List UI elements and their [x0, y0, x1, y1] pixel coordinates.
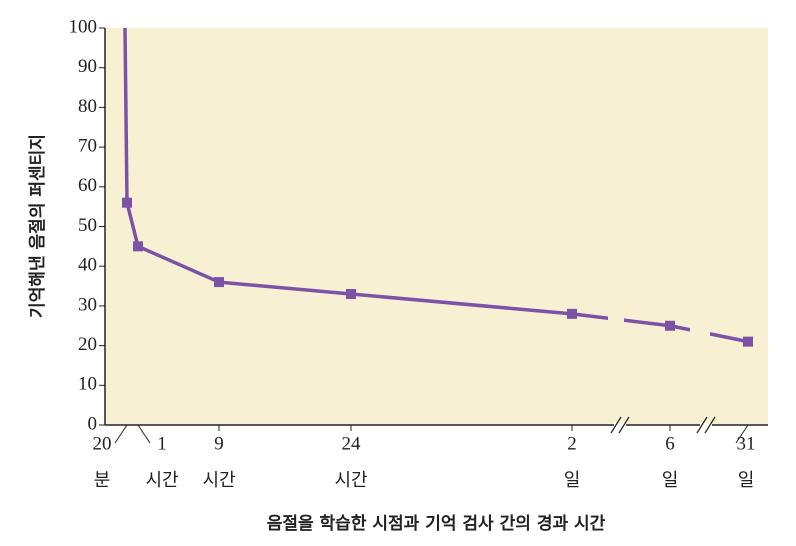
y-tick-label: 10 — [78, 374, 97, 395]
plot-area — [105, 28, 768, 425]
x-tick-label: 6 — [665, 433, 675, 454]
axis-break — [610, 416, 622, 434]
line-break — [608, 278, 624, 358]
x-tick-label: 31 — [737, 433, 756, 454]
y-tick-label: 80 — [78, 96, 97, 117]
axis-break — [696, 416, 708, 434]
point-marker — [665, 320, 675, 331]
point-marker — [346, 288, 356, 299]
point-marker — [122, 197, 132, 208]
y-tick-label: 0 — [88, 413, 98, 434]
y-tick-label: 100 — [69, 16, 98, 37]
y-axis-title: 기억해낸 음절의 퍼센티지 — [27, 134, 48, 318]
x-tick-label: 20 — [93, 433, 112, 454]
y-tick-label: 60 — [78, 175, 97, 196]
y-tick-label: 90 — [78, 56, 97, 77]
axis-break-gap — [700, 423, 712, 427]
x-tick-leader — [735, 424, 749, 444]
x-tick-unit: 시간 — [145, 470, 178, 491]
point-marker — [567, 308, 577, 319]
x-tick-leader — [137, 424, 151, 444]
x-tick-label: 24 — [342, 433, 362, 454]
x-tick-unit: 일 — [662, 470, 679, 491]
y-tick-label: 50 — [78, 215, 97, 236]
x-tick-unit: 분 — [94, 470, 111, 491]
point-marker — [214, 277, 224, 288]
line-break — [690, 278, 710, 358]
y-tick-label: 40 — [78, 255, 97, 276]
y-tick-label: 30 — [78, 294, 97, 315]
x-tick-unit: 시간 — [202, 470, 235, 491]
axis-break — [618, 416, 630, 434]
x-tick-unit: 일 — [564, 470, 581, 491]
y-tick-label: 70 — [78, 135, 97, 156]
x-tick-label: 9 — [214, 433, 224, 454]
data-line — [123, 27, 749, 344]
axis-break-gap — [614, 423, 626, 427]
x-tick-label: 1 — [157, 433, 167, 454]
point-marker — [743, 336, 753, 347]
x-axis-title: 음절을 학습한 시점과 기억 검사 간의 경과 시간 — [267, 513, 606, 534]
x-tick-label: 2 — [567, 433, 577, 454]
x-tick-unit: 시간 — [334, 470, 367, 491]
x-tick-leader — [114, 424, 128, 444]
point-marker — [133, 241, 143, 252]
x-tick-unit: 일 — [738, 470, 755, 491]
axis-break — [704, 416, 716, 434]
y-tick-label: 20 — [78, 334, 97, 355]
